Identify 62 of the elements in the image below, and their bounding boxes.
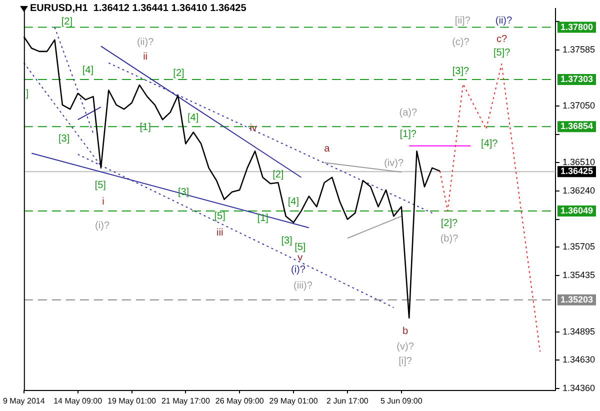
annotation: (ii)? (136, 37, 154, 48)
y-tick-label: 1.34895 (562, 326, 596, 337)
x-tick-label: 5 Jun 09:00 (380, 396, 423, 406)
annotation: a (324, 143, 330, 154)
x-tick-label: 9 May 2014 (2, 396, 46, 406)
y-tick-label: 1.35435 (562, 270, 596, 280)
annotation: [2] (61, 16, 73, 28)
annotation: [4] (288, 196, 300, 208)
annotation: [4]? (481, 138, 498, 150)
y-tick-label: 1.35705 (562, 242, 596, 252)
annotation: [4] (188, 112, 199, 124)
annotation: (a)? (399, 108, 418, 119)
annotation: [4] (82, 65, 94, 76)
annotation: [1] (257, 213, 269, 224)
annotation: (iii)? (294, 280, 313, 292)
annotation: [5] (294, 242, 306, 254)
ref-line-label: 1.36425 (560, 166, 594, 176)
y-tick-label: 1.36240 (562, 185, 596, 196)
y-tick-label: 1.34360 (562, 382, 596, 393)
annotation: [ii]? (454, 16, 471, 27)
annotation: [3] (281, 235, 293, 246)
annotation: (i)? (290, 264, 306, 276)
annotation: [5]? (493, 48, 511, 59)
ref-line-label: 1.35203 (560, 294, 594, 304)
annotation: [2] (173, 68, 185, 79)
annotation: ii (143, 52, 148, 63)
annotation: (iv)? (384, 158, 404, 169)
annotation: [5] (214, 211, 226, 222)
x-tick-label: 2 Jun 17:00 (326, 396, 369, 406)
y-tick-label: 1.34630 (562, 354, 596, 364)
annotation: [1] (140, 122, 152, 134)
annotation: [i]? (398, 356, 412, 368)
annotation: [2] (272, 169, 284, 180)
ref-line-label: 1.37303 (560, 74, 594, 84)
ref-line-label: 1.37800 (560, 22, 594, 32)
annotation: [5] (94, 180, 106, 192)
annotation: (i)? (95, 220, 110, 232)
chart-title: EURUSD,H1 1.36412 1.36441 1.36410 1.36425 (30, 3, 246, 14)
x-tick-label: 29 May 01:00 (269, 396, 318, 406)
annotation: [1]? (400, 128, 417, 140)
y-tick-label: 1.37050 (562, 100, 596, 110)
x-tick-label: 19 May 01:00 (108, 396, 157, 406)
annotation: [3]? (452, 66, 470, 78)
annotation: ] (26, 88, 29, 100)
annotation: (c)? (452, 37, 470, 48)
ref-line-label: 1.36854 (560, 121, 594, 132)
annotation: [2]? (440, 218, 458, 229)
x-tick-label: 21 May 17:00 (161, 396, 210, 406)
annotation: (b)? (440, 233, 459, 244)
y-tick-label: 1.36510 (562, 157, 596, 168)
annotation: (ii)? (495, 16, 512, 27)
x-tick-label: 26 May 09:00 (215, 396, 264, 406)
x-tick-label: 14 May 09:00 (54, 396, 103, 406)
annotation: iii (216, 228, 224, 239)
ref-line-label: 1.36049 (560, 206, 594, 216)
annotation: v (298, 252, 303, 264)
annotation: [3] (58, 134, 70, 145)
annotation: i (102, 196, 104, 208)
annotation: (v)? (396, 342, 414, 353)
y-tick-label: 1.37585 (562, 44, 596, 54)
annotation: c? (496, 34, 508, 46)
annotation: b (402, 326, 408, 338)
